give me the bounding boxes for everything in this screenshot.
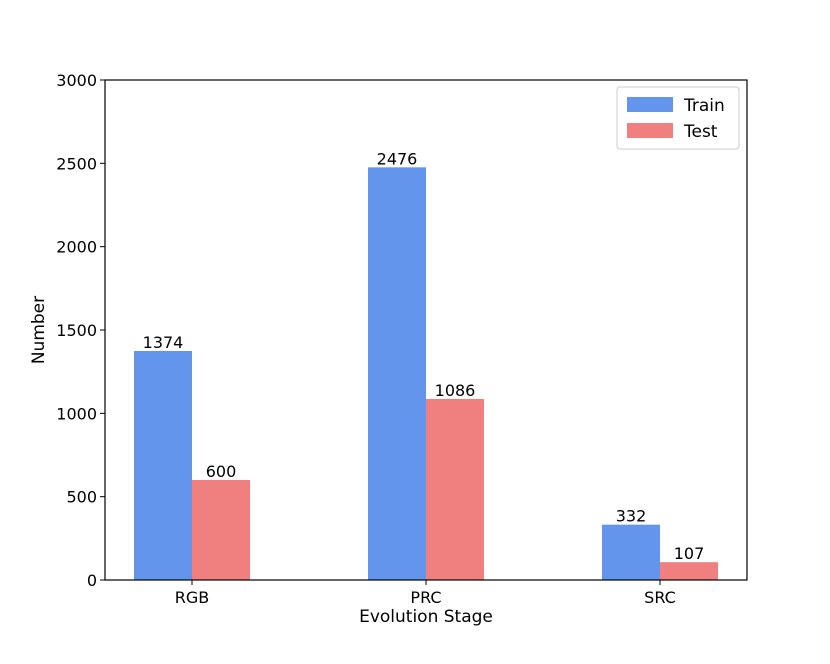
bar-train-src [602,524,660,580]
y-tick-label: 1500 [56,321,97,340]
bar-value-label: 332 [616,507,647,526]
bar-value-label: 1374 [143,333,184,352]
legend: Train Test [616,86,740,150]
x-tick-label: PRC [410,588,441,607]
legend-label-train: Train [683,96,725,116]
x-axis: RGB PRC SRC [175,580,676,607]
y-tick-label: 0 [87,571,97,590]
y-tick-label: 2000 [56,238,97,257]
y-tick-label: 2500 [56,154,97,173]
bar-test-prc [426,399,484,580]
bar-value-label: 107 [674,544,705,563]
x-axis-label: Evolution Stage [359,607,493,627]
legend-swatch-train [627,97,673,112]
legend-label-test: Test [683,122,718,142]
y-tick-label: 500 [66,488,97,507]
bar-value-label: 600 [206,462,237,481]
bar-value-label: 2476 [377,149,418,168]
bar-value-label: 1086 [435,381,476,400]
bar-train-prc [368,167,426,581]
y-tick-label: 3000 [56,71,97,90]
bars-group [134,167,718,581]
y-tick-label: 1000 [56,404,97,423]
bar-labels-group: 1374 600 2476 1086 332 107 [143,149,705,563]
y-axis: 0 500 1000 1500 2000 2500 3000 [56,71,105,590]
bar-test-src [660,562,718,580]
x-tick-label: SRC [644,588,676,607]
bar-train-rgb [134,351,192,580]
bar-test-rgb [192,480,250,580]
y-axis-label: Number [29,296,49,364]
x-tick-label: RGB [175,588,210,607]
legend-swatch-test [627,123,673,138]
